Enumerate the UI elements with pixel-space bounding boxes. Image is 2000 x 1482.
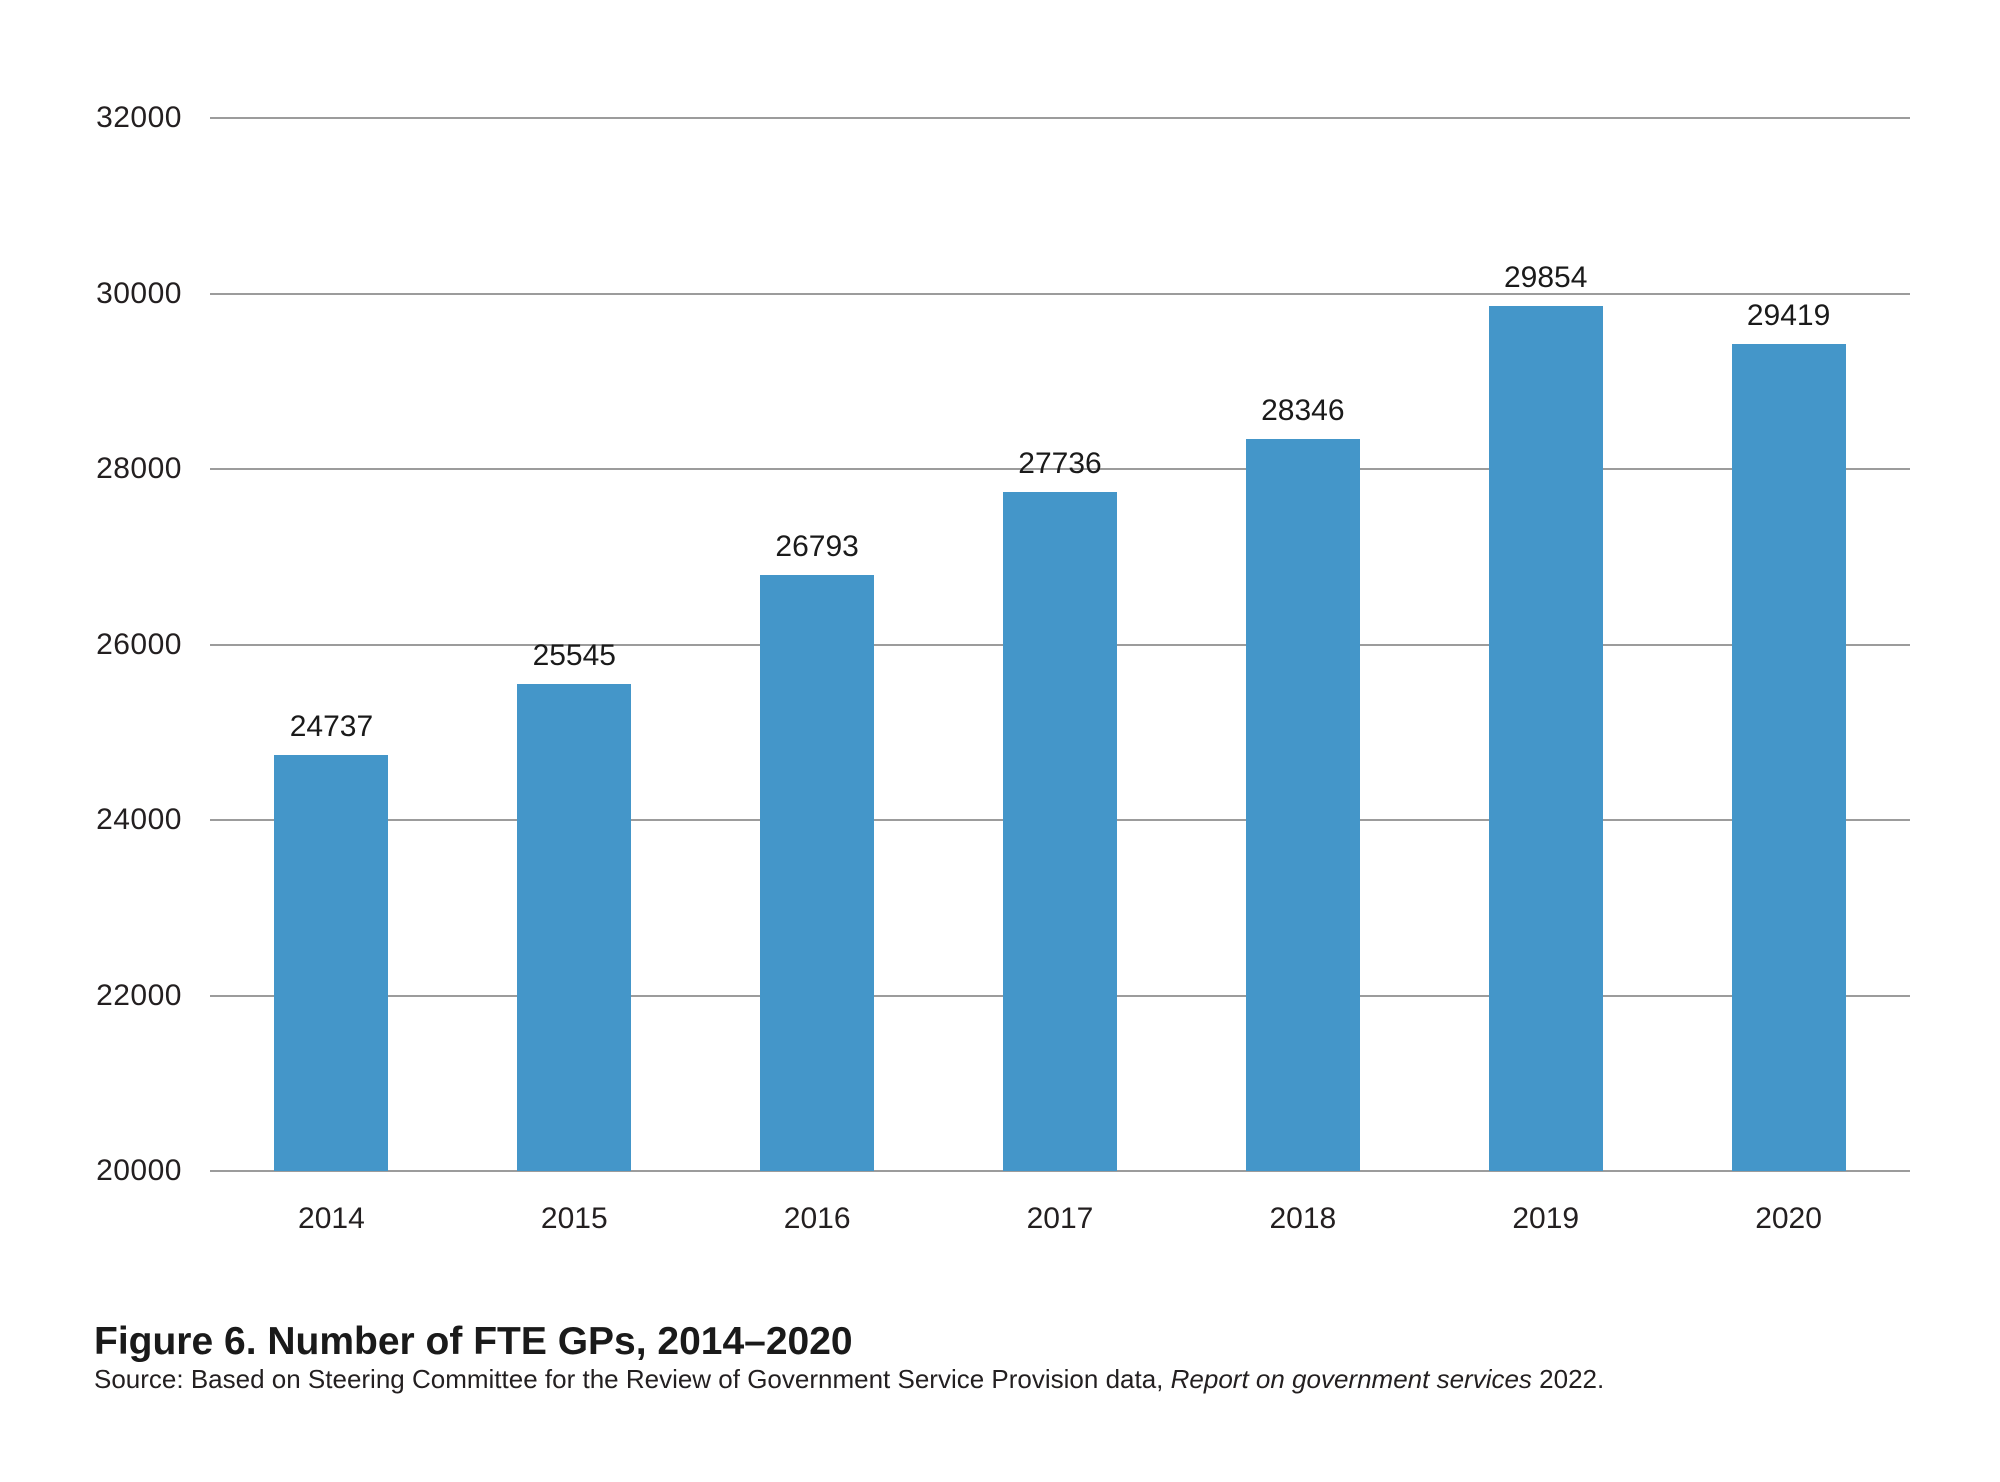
- x-axis-tick-label: 2015: [540, 1202, 608, 1235]
- y-axis-tick-label: 20000: [96, 1154, 182, 1187]
- y-gridline: [210, 292, 1910, 295]
- x-axis-tick-label: 2020: [1755, 1202, 1822, 1235]
- x-axis-tick-label: 2018: [1269, 1202, 1337, 1235]
- bar-value-label: 29854: [1503, 261, 1588, 295]
- figure-source: Source: Based on Steering Committee for …: [94, 1364, 1604, 1395]
- source-text-prefix: Source: Based on Steering Committee for …: [94, 1364, 1171, 1394]
- bar-value-label: 24737: [289, 710, 374, 744]
- y-axis-tick-label: 28000: [96, 452, 182, 485]
- source-report-title: Report on government services: [1170, 1364, 1532, 1394]
- bar-2016: [760, 574, 875, 1171]
- figure-title: Figure 6. Number of FTE GPs, 2014–2020: [94, 1320, 853, 1363]
- bar-value-label: 28346: [1261, 393, 1345, 427]
- y-axis-tick-label: 24000: [96, 803, 182, 836]
- y-axis-tick-label: 26000: [96, 627, 182, 661]
- y-axis-tick-label: 30000: [96, 276, 182, 310]
- x-axis-tick-label: 2014: [298, 1202, 365, 1235]
- x-axis-line: [210, 1170, 1910, 1172]
- bar-value-label: 29419: [1746, 299, 1831, 333]
- bar-value-label: 25545: [532, 639, 616, 673]
- bar-2018: [1245, 438, 1360, 1171]
- bar-chart: 20000 22000 24000 26000 28000 30000 32000 24737…: [96, 101, 1910, 1235]
- x-axis-tick-label: 2019: [1512, 1202, 1580, 1235]
- source-text-suffix: 2022.: [1531, 1364, 1605, 1394]
- y-gridline: [210, 468, 1910, 470]
- bar-value-label: 26793: [775, 529, 859, 563]
- bar-2019: [1488, 306, 1603, 1171]
- y-axis-tick-label: 32000: [96, 101, 182, 134]
- bar-2015: [517, 684, 632, 1171]
- y-axis-tick-label: 22000: [96, 978, 182, 1012]
- bar-2017: [1003, 492, 1117, 1171]
- x-axis-tick-label: 2016: [783, 1202, 851, 1235]
- bar-value-label: 27736: [1018, 447, 1102, 481]
- bar-2014: [274, 755, 389, 1171]
- bar-2020: [1731, 344, 1846, 1171]
- x-axis-tick-label: 2017: [1026, 1202, 1094, 1235]
- y-gridline: [210, 117, 1910, 119]
